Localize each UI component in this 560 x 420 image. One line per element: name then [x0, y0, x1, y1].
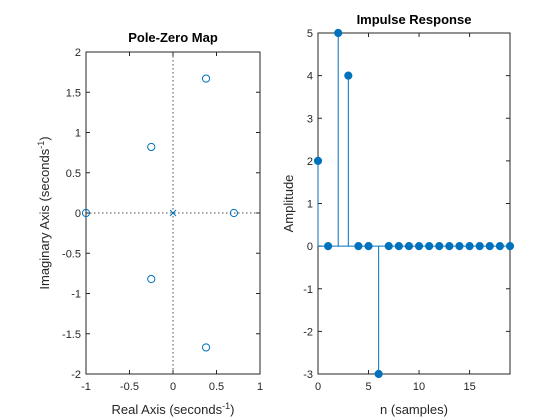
impulse-stem-marker: [314, 157, 321, 164]
impulse-stem: [496, 243, 503, 250]
impulse-stem: [415, 243, 422, 250]
ir-y-tick-label: 0: [307, 241, 313, 253]
pz-x-axis-label-close: ): [230, 402, 234, 417]
ir-x-tick-label: 15: [463, 381, 475, 393]
pz-y-tick-label: 1.5: [66, 87, 81, 99]
impulse-stem: [395, 243, 402, 250]
pz-x-axis-label: Real Axis (seconds-1): [112, 401, 235, 417]
impulse-stem: [325, 243, 332, 250]
pz-y-tick-label: -2: [71, 369, 81, 381]
ir-y-tick-label: 3: [307, 113, 313, 125]
pz-y-tick-label: -0.5: [62, 248, 81, 260]
ir-y-tick-label: -2: [303, 326, 313, 338]
impulse-stem: [446, 243, 453, 250]
impulse-stem-marker: [405, 243, 412, 250]
impulse-stem-marker: [385, 243, 392, 250]
impulse-stem: [456, 243, 463, 250]
ir-y-tick-label: 4: [307, 71, 313, 83]
ir-y-tick-label: 5: [307, 28, 313, 40]
impulse-stem-marker: [415, 243, 422, 250]
impulse-stem-marker: [335, 29, 342, 36]
impulse-stem: [365, 243, 372, 250]
pz-y-axis-label: Imaginary Axis (seconds-1): [36, 136, 52, 289]
ir-y-tick-label: -1: [303, 284, 313, 296]
impulse-stem-marker: [325, 243, 332, 250]
pz-y-tick-label: -1: [71, 289, 81, 301]
impulse-stem: [426, 243, 433, 250]
impulse-stem: [506, 243, 513, 250]
pz-y-tick-label: 0.5: [66, 168, 81, 180]
impulse-stem-marker: [476, 243, 483, 250]
ir-x-tick-label: 0: [315, 381, 321, 393]
impulse-stem: [436, 243, 443, 250]
pz-y-tick-label: 2: [75, 47, 81, 59]
pz-x-tick-label: 1: [257, 381, 263, 393]
pz-y-tick-label: -1.5: [62, 329, 81, 341]
pz-chart-title: Pole-Zero Map: [128, 30, 218, 45]
pz-y-axis-label-text: Imaginary Axis (seconds: [37, 148, 52, 289]
impulse-stem: [385, 243, 392, 250]
ir-plot-box: [318, 33, 510, 374]
pz-x-tick-label: 0: [170, 381, 176, 393]
impulse-stem: [486, 243, 493, 250]
impulse-stem-marker: [506, 243, 513, 250]
impulse-stem-marker: [395, 243, 402, 250]
pz-y-tick-label: 0: [75, 208, 81, 220]
impulse-stem-marker: [365, 243, 372, 250]
impulse-stem-marker: [466, 243, 473, 250]
impulse-stem-marker: [375, 370, 382, 377]
ir-y-tick-label: 1: [307, 199, 313, 211]
impulse-stem-marker: [496, 243, 503, 250]
ir-x-tick-label: 5: [365, 381, 371, 393]
impulse-stem-marker: [345, 72, 352, 79]
ir-y-tick-label: 2: [307, 156, 313, 168]
pz-x-tick-label: -1: [81, 381, 91, 393]
impulse-stem-marker: [486, 243, 493, 250]
pz-y-axis-label-close: ): [37, 136, 52, 140]
pz-x-tick-label: 0.5: [209, 381, 224, 393]
pole-zero-axes: -1 -0.5 0 0.5 1 2 1.5 1 0.5 0 -0.5 -1 -1.5 -2 Pole-Zer…: [36, 30, 263, 417]
impulse-stem-marker: [456, 243, 463, 250]
ir-y-tick-label: -3: [303, 369, 313, 381]
impulse-stem: [355, 243, 362, 250]
pz-x-tick-label: -0.5: [120, 381, 139, 393]
impulse-stem-marker: [436, 243, 443, 250]
pz-x-axis-label-text: Real Axis (seconds: [112, 402, 223, 417]
pz-x-axis-label-superscript: -1: [222, 401, 230, 411]
impulse-stem: [405, 243, 412, 250]
impulse-stem-marker: [446, 243, 453, 250]
pz-y-axis-label-superscript: -1: [36, 141, 46, 149]
impulse-stem-marker: [355, 243, 362, 250]
ir-x-tick-label: 10: [413, 381, 425, 393]
impulse-stem-marker: [426, 243, 433, 250]
ir-x-axis-label: n (samples): [380, 402, 448, 417]
ir-y-axis-label: Amplitude: [281, 175, 296, 233]
pz-y-tick-label: 1: [75, 128, 81, 140]
impulse-stem: [466, 243, 473, 250]
ir-chart-title: Impulse Response: [357, 12, 472, 27]
impulse-stem: [476, 243, 483, 250]
